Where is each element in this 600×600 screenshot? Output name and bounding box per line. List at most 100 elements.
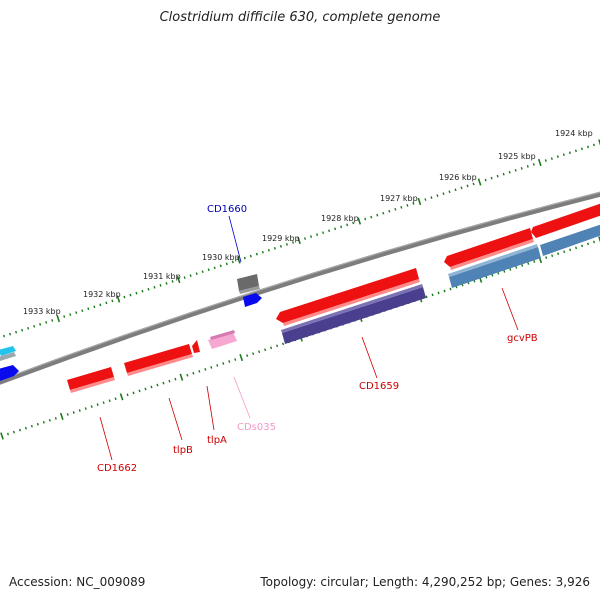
gene-cd1659-top (281, 284, 423, 333)
outer-track-tick (63, 315, 66, 318)
outer-track-tick (285, 243, 288, 246)
inner-track-tick (90, 405, 93, 408)
outer-track-tick (207, 268, 210, 272)
outer-track-tick (526, 165, 529, 168)
gene-cds035-top (210, 330, 235, 340)
gene-grey-left[interactable] (0, 352, 16, 361)
genome-backbone (0, 191, 600, 385)
leader-tlpb (168, 397, 183, 441)
outer-track-tick (532, 163, 535, 166)
outer-track-tick (267, 248, 270, 252)
gene-label-cd1660[interactable]: CD1660 (207, 204, 247, 215)
outer-track-tick (129, 293, 132, 297)
outer-track-tick (466, 184, 469, 188)
gene-label-cd1659[interactable]: CD1659 (359, 381, 399, 392)
outer-track-tick (514, 168, 517, 172)
gene-red-gcv[interactable] (444, 228, 533, 267)
gene-label-cd1662[interactable]: CD1662 (97, 463, 137, 474)
gene-cd1662[interactable] (67, 367, 114, 390)
inner-track-tick (150, 385, 153, 389)
inner-track-tick (114, 397, 117, 401)
inner-track-tick (174, 377, 177, 381)
outer-track-tick (496, 174, 499, 178)
inner-track-tick (503, 270, 506, 273)
gene-gcvpb-steel-top (448, 244, 538, 277)
outer-track-tick (442, 192, 445, 196)
outer-track-tick (189, 274, 192, 277)
outer-track-tick (322, 231, 325, 235)
outer-track-tick (472, 182, 475, 186)
inner-track-tick (59, 412, 64, 420)
outer-track-tick (69, 313, 72, 316)
genome-backbone-highlight (0, 191, 600, 381)
inner-track-tick (42, 420, 45, 424)
inner-track-tick (6, 432, 10, 436)
outer-track-tick (562, 153, 565, 157)
gene-cds035[interactable] (208, 332, 237, 349)
outer-track-tick (123, 295, 126, 299)
outer-track-tick (520, 166, 523, 170)
inner-track-tick (425, 295, 428, 299)
outer-track-tick (592, 143, 596, 147)
inner-track-tick (270, 346, 273, 350)
inner-track-tick (527, 262, 530, 265)
inner-track-tick (30, 424, 33, 428)
inner-track-tick (497, 271, 500, 275)
gene-cd1659[interactable] (282, 287, 426, 344)
inner-track-tick (545, 256, 548, 259)
gene-blue-small[interactable] (243, 293, 262, 307)
outer-track-tick (400, 205, 403, 209)
outer-track-tick (236, 256, 241, 264)
gene-label-tlpb[interactable]: tlpB (173, 445, 193, 456)
gene-label-cds035[interactable]: CDs035 (237, 422, 276, 433)
inner-track-tick (569, 248, 572, 252)
outer-track-tick (357, 217, 362, 225)
inner-track-tick (186, 373, 189, 377)
outer-track-tick (568, 151, 571, 155)
outer-track-tick (51, 319, 54, 322)
gene-tlpa[interactable] (192, 340, 200, 353)
gene-cyan-left[interactable] (0, 346, 16, 356)
outer-track-tick (213, 266, 216, 270)
inner-track-tick (84, 407, 87, 410)
inner-track-tick (72, 411, 75, 414)
inner-track-tick (108, 399, 111, 403)
gene-label-tlpa[interactable]: tlpA (207, 435, 227, 446)
gene-red-far-right[interactable] (531, 202, 600, 238)
gene-steel-far-right[interactable] (540, 223, 600, 256)
gene-red-long-1[interactable] (276, 268, 419, 323)
inner-track-tick (119, 393, 124, 401)
outer-track-tick (39, 322, 42, 326)
outer-track-tick (195, 272, 198, 276)
gene-cd1660[interactable] (237, 274, 259, 291)
inner-track-tick (228, 360, 231, 363)
inner-track-tick (575, 246, 578, 250)
outer-track-tick (598, 139, 600, 146)
outer-track-tick (454, 188, 457, 192)
outer-track-tick (316, 233, 319, 237)
inner-track-tick (449, 287, 452, 291)
gene-blue-left[interactable] (0, 365, 19, 381)
inner-track-tick (168, 379, 171, 383)
inner-track-tick (276, 344, 279, 348)
outer-track-tick (291, 241, 295, 244)
inner-track-tick (132, 391, 135, 395)
inner-track-tick (24, 426, 27, 430)
inner-track-tick (239, 354, 244, 362)
inner-track-tick (443, 289, 446, 293)
gene-tlpb-shadow (127, 354, 193, 376)
outer-track-tick (490, 176, 493, 180)
outer-track-tick (45, 321, 48, 324)
gene-label-gcvpb[interactable]: gcvPB (507, 333, 538, 344)
outer-track-tick (243, 256, 246, 260)
inner-track-tick (551, 254, 554, 258)
outer-track-tick (81, 309, 84, 313)
inner-track-tick (491, 273, 494, 277)
tick-label: 1927 kbp (380, 194, 418, 203)
leader-gcvpb (501, 287, 519, 331)
outer-track-tick (448, 190, 451, 194)
gene-gcvpb-steel[interactable] (449, 247, 541, 288)
inner-track-tick (48, 418, 51, 422)
gene-tlpb[interactable] (124, 344, 192, 373)
